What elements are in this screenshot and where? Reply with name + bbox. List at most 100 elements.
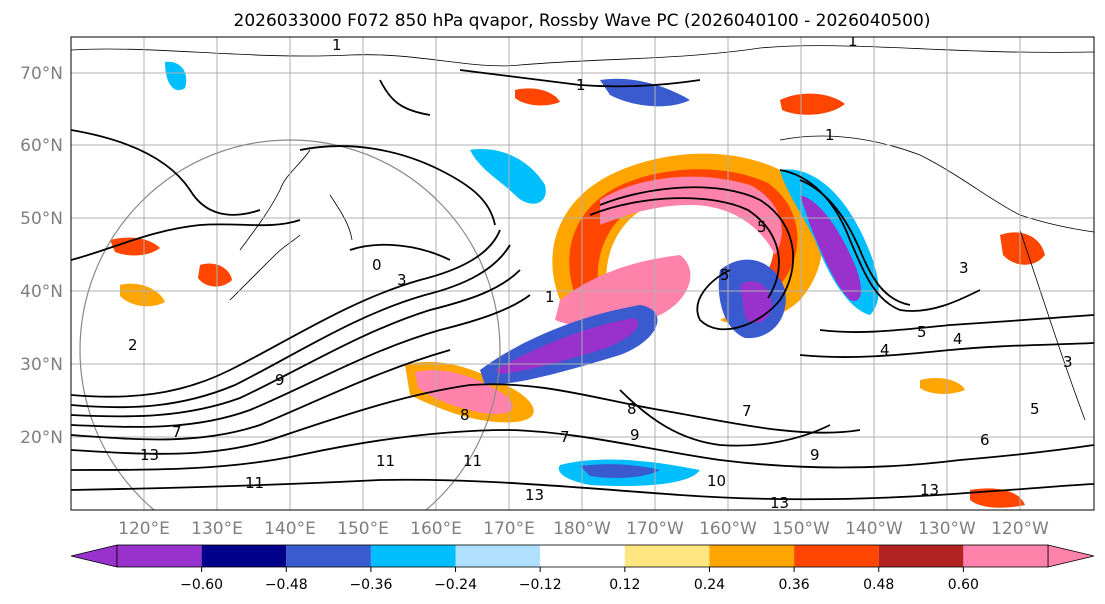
colorbar-tick-label: −0.24 [434, 577, 477, 593]
colorbar-segment [709, 545, 795, 567]
colorbar-segment [963, 545, 1048, 567]
contour-label: 3 [397, 271, 407, 289]
contour-label: 1 [545, 288, 555, 306]
colorbar-max-extension [1047, 544, 1095, 568]
negative-region [165, 61, 187, 91]
contour-label: 13 [525, 486, 544, 504]
map-area: 1 1 1 1 1 3 3 4 5 5 5 5 6 7 7 8 8 9 9 10… [71, 32, 1094, 512]
colorbar-tick-label: −0.36 [349, 577, 392, 593]
contour-line [619, 389, 831, 447]
contour-line [599, 186, 795, 331]
colorbar-segment [286, 545, 371, 567]
lat-tick-label: 20°N [20, 428, 63, 448]
lon-tick-label: 150°W [772, 519, 830, 539]
lat-axis-labels: 70°N 60°N 50°N 40°N 30°N 20°N [20, 64, 63, 448]
colorbar-tick-label: 0.36 [779, 577, 810, 593]
contour-line [71, 269, 521, 418]
contour-line [459, 69, 701, 88]
contour-label: 4 [880, 341, 890, 359]
contour-line [71, 229, 501, 398]
lon-tick-label: 160°W [699, 519, 757, 539]
negative-region [800, 195, 862, 301]
negative-region [740, 281, 772, 323]
positive-region [600, 176, 782, 255]
contour-label: 8 [460, 406, 470, 424]
figure-title: 2026033000 F072 850 hPa qvapor, Rossby W… [234, 11, 931, 31]
shaded-anomalies [110, 61, 1045, 508]
contour-label: 1 [576, 76, 586, 94]
colorbar: −0.60 −0.48 −0.36 −0.24 −0.12 0.12 0.24 0.36 0.4… [70, 544, 1095, 593]
alaska-coast [779, 135, 1094, 233]
contour-label: 0 [372, 256, 382, 274]
colorbar-segment [117, 545, 202, 567]
colorbar-segments [117, 545, 1048, 567]
negative-region [495, 318, 639, 374]
colorbar-segment [370, 545, 456, 567]
contour-label: 13 [920, 481, 939, 499]
positive-region [120, 283, 165, 307]
range-ring [79, 139, 501, 510]
lon-tick-label: 170°E [483, 519, 535, 539]
contour-line [71, 219, 301, 261]
colorbar-tick-label: 0.24 [694, 577, 725, 593]
north-america-coast [1019, 229, 1086, 421]
contour-line [589, 197, 780, 299]
positive-region [515, 88, 560, 106]
contour-line [71, 244, 511, 409]
colorbar-segment [540, 545, 625, 567]
contour-label: 13 [770, 494, 789, 512]
lat-tick-label: 60°N [20, 136, 63, 156]
colorbar-tick-label: −0.48 [265, 577, 308, 593]
lat-tick-label: 70°N [20, 64, 63, 84]
lon-tick-label: 170°W [626, 519, 684, 539]
contour-label: 2 [128, 336, 138, 354]
negative-region [580, 464, 660, 478]
lon-tick-label: 120°W [991, 519, 1049, 539]
contour-lines [71, 69, 1094, 501]
contour-label: 7 [742, 402, 752, 420]
positive-region [970, 488, 1025, 508]
lat-tick-label: 50°N [20, 209, 63, 229]
contour-label: 7 [560, 428, 570, 446]
contour-line [71, 129, 261, 216]
contour-line [71, 429, 1094, 471]
positive-region [110, 237, 160, 256]
lon-tick-label: 180°W [553, 519, 611, 539]
contour-label: 5 [917, 323, 927, 341]
lon-tick-label: 120°E [118, 519, 170, 539]
contour-label: 9 [275, 371, 285, 389]
contour-label: 5 [720, 266, 730, 284]
lon-tick-label: 140°E [264, 519, 316, 539]
contour-label: 1 [848, 32, 858, 50]
positive-region [1000, 232, 1045, 265]
contour-label: 5 [757, 218, 767, 236]
contour-label: 5 [1030, 400, 1040, 418]
colorbar-tick-label: 0.60 [948, 577, 979, 593]
contour-line [799, 342, 1094, 358]
japan-coast [229, 234, 301, 301]
colorbar-tick-label: 0.12 [609, 577, 640, 593]
contour-label: 9 [630, 426, 640, 444]
positive-region [198, 263, 232, 287]
contour-label: 1 [332, 36, 342, 54]
contour-label: 6 [980, 431, 990, 449]
contour-label: 3 [959, 259, 969, 277]
lon-axis-labels: 120°E 130°E 140°E 150°E 160°E 170°E 180°… [118, 519, 1049, 539]
lat-tick-label: 40°N [20, 282, 63, 302]
negative-region [470, 149, 546, 204]
colorbar-ticks: −0.60 −0.48 −0.36 −0.24 −0.12 0.12 0.24 0.36 0.4… [180, 567, 979, 593]
lon-tick-label: 130°W [918, 519, 976, 539]
colorbar-tick-label: −0.60 [180, 577, 223, 593]
contour-line [71, 478, 1094, 501]
contour-label: 10 [707, 472, 726, 490]
contour-label: 11 [463, 452, 482, 470]
contour-label: 9 [810, 446, 820, 464]
contour-label: 3 [1063, 353, 1073, 371]
lon-tick-label: 150°E [337, 519, 389, 539]
contour-label: 4 [953, 330, 963, 348]
contour-line [71, 294, 531, 428]
colorbar-tick-label: −0.12 [519, 577, 562, 593]
contour-labels: 1 1 1 1 1 3 3 4 5 5 5 5 6 7 7 8 8 9 9 10… [128, 32, 1073, 512]
colorbar-segment [878, 545, 964, 567]
